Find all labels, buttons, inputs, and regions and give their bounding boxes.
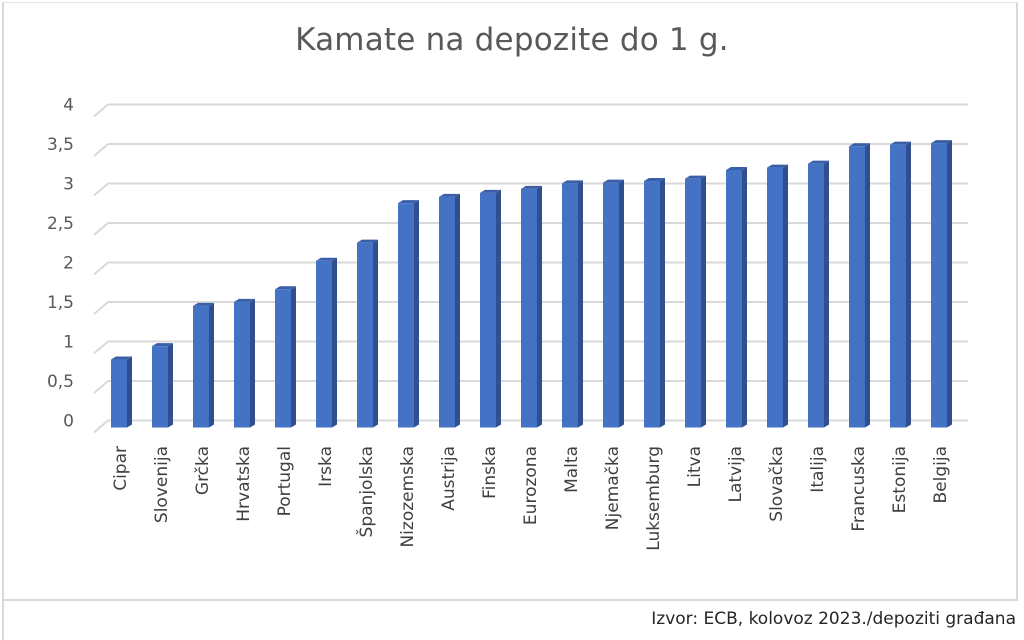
y-tick-label: 1 <box>63 333 74 353</box>
y-axis-labels: 0 0,5 1 1,5 2 2,5 3 3,5 4 <box>47 96 74 432</box>
x-tick-label: Estonija <box>890 446 910 513</box>
bars <box>111 140 952 428</box>
x-tick-label: Irska <box>316 446 336 487</box>
footer-border <box>2 601 4 640</box>
bar <box>849 143 870 428</box>
x-tick-label: Italija <box>808 446 828 493</box>
source-note: Izvor: ECB, kolovoz 2023./depoziti građa… <box>651 609 1016 629</box>
gridline-slant <box>93 301 109 315</box>
bar <box>234 298 255 428</box>
gridline-slant <box>93 419 109 434</box>
bar <box>111 356 132 428</box>
bar <box>275 286 296 428</box>
x-tick-label: Hrvatska <box>234 446 254 522</box>
gridline-slant <box>93 261 109 276</box>
y-tick-label: 2,5 <box>47 214 74 234</box>
bar <box>521 185 542 428</box>
x-tick-label: Francuska <box>849 446 869 532</box>
x-tick-label: Njemačka <box>603 446 623 530</box>
x-tick-label: Austrija <box>439 446 459 511</box>
bar <box>808 160 829 428</box>
bar <box>152 343 173 428</box>
bar <box>767 164 788 428</box>
bar <box>890 141 911 428</box>
gridline-slant <box>93 380 109 394</box>
y-tick-label: 3,5 <box>47 135 74 155</box>
y-tick-label: 1,5 <box>47 293 74 313</box>
bar <box>726 166 747 428</box>
x-tick-label: Španjolska <box>355 446 377 537</box>
bar <box>398 200 419 428</box>
x-tick-label: Finska <box>480 446 500 499</box>
x-tick-label: Eurozona <box>521 446 541 525</box>
gridline-slant <box>93 182 109 197</box>
bar <box>316 257 337 428</box>
x-tick-label: Belgija <box>931 446 951 504</box>
y-tick-label: 4 <box>63 96 74 116</box>
x-tick-label: Portugal <box>275 446 295 516</box>
gridline-slant <box>93 222 109 236</box>
chart-frame <box>2 2 1018 601</box>
x-tick-label: Cipar <box>111 446 131 491</box>
gridline-slant <box>93 103 109 118</box>
x-tick-label: Nizozemska <box>398 446 418 548</box>
x-tick-label: Slovačka <box>767 446 787 522</box>
bar <box>931 140 952 428</box>
y-tick-label: 0,5 <box>47 372 74 392</box>
bar <box>685 175 706 428</box>
bar <box>562 180 583 428</box>
bar <box>357 239 378 428</box>
x-tick-label: Malta <box>562 446 582 493</box>
bar <box>480 189 501 428</box>
x-tick-label: Latvija <box>726 446 746 502</box>
chart-title: Kamate na depozite do 1 g. <box>295 22 729 58</box>
y-tick-label: 0 <box>63 412 74 432</box>
x-tick-label: Slovenija <box>152 446 172 523</box>
x-tick-label: Luksemburg <box>644 446 664 551</box>
x-tick-label: Litva <box>685 446 705 487</box>
y-tick-label: 3 <box>63 175 74 195</box>
bar <box>439 193 460 428</box>
gridline-slant <box>93 143 109 157</box>
gridline-slant <box>93 340 109 355</box>
bar <box>644 178 665 428</box>
y-tick-label: 2 <box>63 254 74 274</box>
bar <box>603 179 624 428</box>
x-axis-labels: Cipar Slovenija Grčka Hrvatska Portugal Irska… <box>111 446 951 551</box>
x-tick-label: Grčka <box>193 446 213 495</box>
bar <box>193 302 214 428</box>
